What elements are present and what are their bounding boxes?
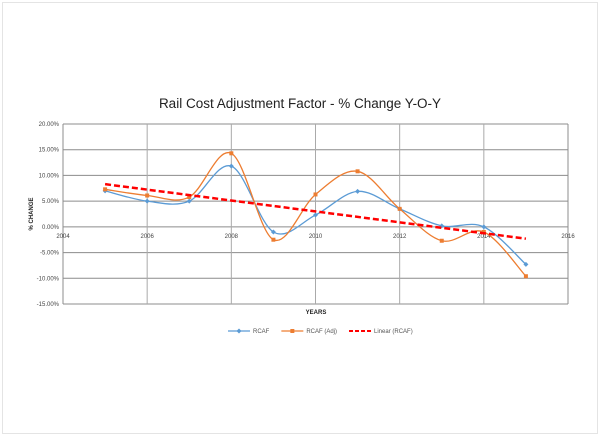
- data-point: [187, 195, 192, 200]
- x-tick-label: 2010: [309, 234, 323, 240]
- data-point: [355, 188, 361, 194]
- data-point: [313, 192, 318, 197]
- x-tick-label: 2012: [393, 234, 407, 240]
- x-tick-label: 2016: [561, 234, 575, 240]
- y-tick-label: 0.00%: [42, 225, 60, 231]
- legend-label: Linear (RCAF): [374, 329, 413, 335]
- legend-item: Linear (RCAF): [349, 329, 413, 335]
- legend-label: RCAF: [253, 329, 270, 335]
- data-point: [523, 261, 529, 267]
- data-point: [397, 206, 402, 211]
- y-tick-label: 10.00%: [39, 173, 60, 179]
- legend-item: RCAF (Adj): [281, 329, 337, 335]
- y-tick-label: 20.00%: [39, 122, 60, 128]
- data-point: [229, 151, 234, 156]
- data-point: [145, 193, 150, 198]
- data-point: [270, 229, 276, 235]
- x-tick-label: 2008: [225, 234, 239, 240]
- series-linear-rcaf: [104, 182, 527, 240]
- data-point: [228, 163, 234, 169]
- data-point: [313, 212, 318, 218]
- data-point: [103, 187, 108, 192]
- y-tick-label: 15.00%: [39, 148, 60, 154]
- legend-marker: [290, 329, 295, 333]
- data-point: [439, 238, 444, 243]
- data-point: [186, 198, 192, 204]
- series-line: [104, 165, 527, 265]
- legend-marker: [236, 328, 242, 334]
- series-line: [104, 152, 527, 277]
- x-tick-label: 2014: [477, 234, 491, 240]
- y-tick-label: 5.00%: [42, 199, 60, 205]
- data-point: [355, 169, 360, 174]
- y-tick-label: -15.00%: [37, 302, 60, 308]
- trendline: [104, 182, 527, 240]
- x-axis-label: YEARS: [306, 310, 327, 316]
- y-tick-label: -5.00%: [40, 251, 60, 257]
- y-tick-label: -10.00%: [37, 276, 60, 282]
- x-tick-label: 2006: [140, 234, 154, 240]
- chart-title: Rail Cost Adjustment Factor - % Change Y…: [159, 96, 441, 111]
- x-tick-label: 2004: [56, 234, 70, 240]
- y-axis-label: % CHANGE: [29, 197, 35, 230]
- legend-label: RCAF (Adj): [306, 329, 337, 335]
- data-point: [481, 224, 487, 230]
- data-point: [271, 237, 276, 242]
- legend-item: RCAF: [228, 328, 270, 335]
- data-point: [523, 274, 528, 279]
- data-point: [144, 198, 150, 204]
